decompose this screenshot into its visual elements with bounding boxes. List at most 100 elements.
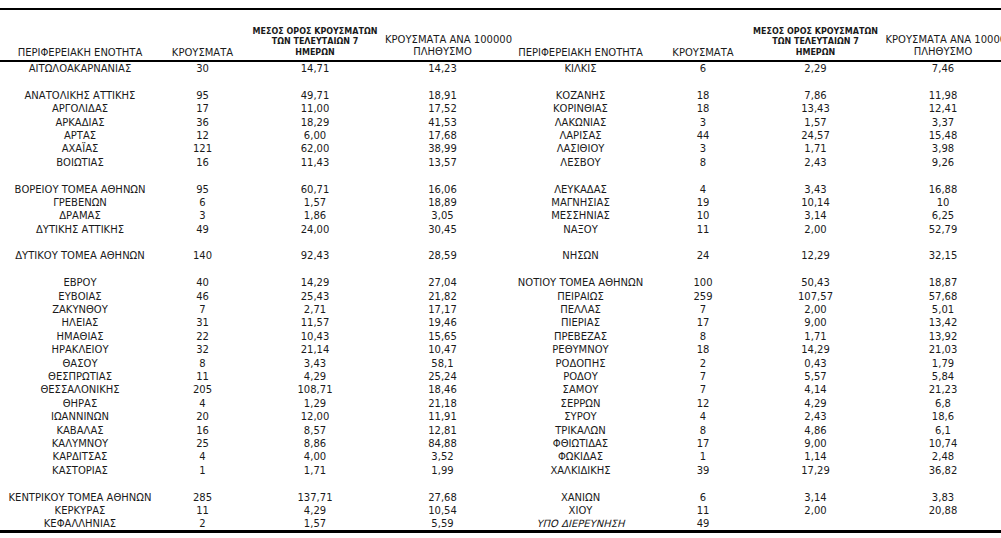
cell-avg7: 3,14 [746, 491, 886, 504]
cell-cases: 7 [661, 370, 746, 383]
table-row: ΚΑΛΥΜΝΟΥ258,8684,88 [0, 437, 501, 450]
cell-region: ΚΕΦΑΛΛΗΝΙΑΣ [0, 517, 160, 530]
cell-avg7: 10,43 [245, 330, 385, 343]
cell-avg7: 8,57 [245, 424, 385, 437]
cell-per100k: 5,01 [886, 303, 1001, 316]
cell-avg7: 9,00 [746, 437, 886, 450]
cell-cases: 32 [160, 343, 245, 356]
table-left-half: ΑΙΤΩΛΟΑΚΑΡΝΑΝΙΑΣ3014,7114,23ΑΝΑΤΟΛΙΚΗΣ Α… [0, 62, 501, 531]
table-right-half: ΚΙΛΚΙΣ62,297,46ΚΟΖΑΝΗΣ187,8611,98ΚΟΡΙΝΘΙ… [501, 62, 1001, 531]
cell-cases: 19 [661, 196, 746, 209]
cell-region: ΖΑΚΥΝΘΟΥ [0, 303, 160, 316]
table-row: ΗΜΑΘΙΑΣ2210,4315,65 [0, 330, 501, 343]
cell-region: ΑΝΑΤΟΛΙΚΗΣ ΑΤΤΙΚΗΣ [0, 89, 160, 102]
cell-avg7: 92,43 [245, 249, 385, 262]
table-row: ΠΡΕΒΕΖΑΣ81,7113,92 [501, 330, 1001, 343]
cell-cases: 1 [661, 450, 746, 463]
table-row: ΛΑΡΙΣΑΣ4424,5715,48 [501, 129, 1001, 142]
table-row: ΕΥΒΟΙΑΣ4625,4321,82 [0, 290, 501, 303]
table-row: ΖΑΚΥΝΘΟΥ72,7117,17 [0, 303, 501, 316]
cell-avg7: 1,14 [746, 450, 886, 463]
cell-cases: 11 [160, 504, 245, 517]
cell-region: ΓΡΕΒΕΝΩΝ [0, 196, 160, 209]
cell-avg7: 0,43 [746, 357, 886, 370]
table-row: ΣΥΡΟΥ42,4318,6 [501, 410, 1001, 423]
cell-cases: 205 [160, 383, 245, 396]
cell-region: ΝΗΣΩΝ [501, 249, 661, 262]
cell-region: ΚΑΛΥΜΝΟΥ [0, 437, 160, 450]
cell-per100k: 17,52 [385, 102, 500, 115]
cell-per100k: 5,84 [886, 370, 1001, 383]
table-row: ΧΙΟΥ112,0020,88 [501, 504, 1001, 517]
cell-per100k: 18,6 [886, 410, 1001, 423]
cell-per100k: 1,79 [886, 357, 1001, 370]
cell-per100k: 15,48 [886, 129, 1001, 142]
table-row: ΚΕΡΚΥΡΑΣ114,2910,54 [0, 504, 501, 517]
cell-avg7: 5,57 [746, 370, 886, 383]
column-header-per100k: ΚΡΟΥΣΜΑΤΑ ΑΝΑ 100000 ΠΛΗΘΥΣΜΟ [886, 34, 1001, 58]
cell-region: ΠΡΕΒΕΖΑΣ [501, 330, 661, 343]
cell-region: ΘΕΣΠΡΩΤΙΑΣ [0, 370, 160, 383]
cell-region: ΜΕΣΣΗΝΙΑΣ [501, 209, 661, 222]
cell-cases: 8 [661, 156, 746, 169]
cell-avg7: 107,57 [746, 290, 886, 303]
cell-avg7: 9,00 [746, 316, 886, 329]
table-row: ΗΡΑΚΛΕΙΟΥ3221,1410,47 [0, 343, 501, 356]
cell-avg7: 10,14 [746, 196, 886, 209]
cell-avg7: 1,86 [245, 209, 385, 222]
table-row: ΚΕΝΤΡΙΚΟΥ ΤΟΜΕΑ ΑΘΗΝΩΝ285137,7127,68 [0, 491, 501, 504]
cell-avg7: 1,71 [746, 330, 886, 343]
cell-cases: 140 [160, 249, 245, 262]
table-row: ΡΕΘΥΜΝΟΥ1814,2921,03 [501, 343, 1001, 356]
table-row: ΛΕΣΒΟΥ82,439,26 [501, 156, 1001, 169]
cell-cases: 17 [661, 316, 746, 329]
cell-per100k: 52,79 [886, 223, 1001, 236]
table-header-right: ΠΕΡΙΦΕΡΕΙΑΚΗ ΕΝΟΤΗΤΑ ΚΡΟΥΣΜΑΤΑ ΜΕΣΟΣ ΟΡΟ… [501, 10, 1001, 60]
cell-per100k: 12,41 [886, 102, 1001, 115]
table-row: ΑΡΓΟΛΙΔΑΣ1711,0017,52 [0, 102, 501, 115]
cell-avg7: 2,00 [746, 504, 886, 517]
cell-per100k: 19,46 [385, 316, 500, 329]
cell-avg7: 11,00 [245, 102, 385, 115]
column-header-avg7-line3: ΗΜΕΡΩΝ [746, 48, 886, 58]
cell-avg7: 11,43 [245, 156, 385, 169]
cell-cases: 44 [661, 129, 746, 142]
cell-region: ΚΑΒΑΛΑΣ [0, 424, 160, 437]
cell-region: ΑΙΤΩΛΟΑΚΑΡΝΑΝΙΑΣ [0, 62, 160, 75]
cell-avg7: 24,57 [746, 129, 886, 142]
table-row: ΗΛΕΙΑΣ3111,5719,46 [0, 316, 501, 329]
table-row: ΚΑΣΤΟΡΙΑΣ11,711,99 [0, 464, 501, 477]
cell-avg7: 2,43 [746, 410, 886, 423]
table-row [0, 75, 501, 88]
cell-cases: 10 [661, 209, 746, 222]
cell-region: ΦΘΙΩΤΙΔΑΣ [501, 437, 661, 450]
cell-avg7: 21,14 [245, 343, 385, 356]
cell-per100k: 10,47 [385, 343, 500, 356]
cell-cases: 3 [160, 209, 245, 222]
table-row: ΥΠΟ ΔΙΕΡΕΥΝΗΣΗ49 [501, 517, 1001, 530]
cell-region: ΕΥΒΟΙΑΣ [0, 290, 160, 303]
table-header: ΠΕΡΙΦΕΡΕΙΑΚΗ ΕΝΟΤΗΤΑ ΚΡΟΥΣΜΑΤΑ ΜΕΣΟΣ ΟΡΟ… [0, 10, 1001, 60]
column-header-per100k-line2: ΠΛΗΘΥΣΜΟ [385, 46, 500, 58]
cell-per100k: 30,45 [385, 223, 500, 236]
cell-cases: 100 [661, 276, 746, 289]
cell-avg7: 50,43 [746, 276, 886, 289]
table-row [0, 236, 501, 249]
cell-avg7: 4,86 [746, 424, 886, 437]
cell-cases: 4 [661, 410, 746, 423]
cell-cases: 39 [661, 464, 746, 477]
cell-per100k: 14,23 [385, 62, 500, 75]
cell-per100k: 5,59 [385, 517, 500, 530]
cell-cases: 31 [160, 316, 245, 329]
cell-region: ΑΡΓΟΛΙΔΑΣ [0, 102, 160, 115]
cell-per100k: 28,59 [385, 249, 500, 262]
cell-cases: 6 [160, 196, 245, 209]
table-row [0, 169, 501, 182]
table-row: ΑΡΚΑΔΙΑΣ3618,2941,53 [0, 116, 501, 129]
cell-cases: 49 [160, 223, 245, 236]
cell-avg7: 1,57 [746, 116, 886, 129]
cell-cases: 6 [661, 62, 746, 75]
cell-cases: 8 [661, 424, 746, 437]
cell-cases: 46 [160, 290, 245, 303]
cell-cases: 7 [661, 383, 746, 396]
